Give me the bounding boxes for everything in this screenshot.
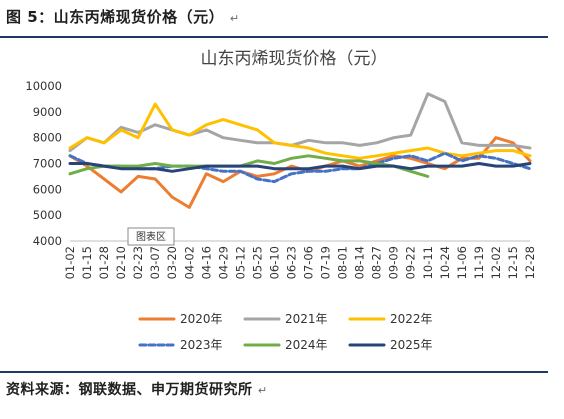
x-tick-label: 05-25 [250, 246, 264, 279]
y-tick-label: 8000 [33, 131, 62, 145]
x-tick-label: 02-23 [131, 246, 145, 279]
legend-label-3: 2022年 [390, 312, 433, 326]
legend-label-6: 2025年 [390, 338, 433, 352]
chart-series-layer [68, 92, 532, 209]
x-tick-label: 03-07 [148, 246, 162, 279]
x-tick-label: 01-15 [80, 246, 94, 279]
y-tick-label: 6000 [33, 182, 62, 196]
y-tick-label: 9000 [33, 105, 62, 119]
x-tick-label: 10-24 [438, 246, 452, 279]
legend-label-5: 2024年 [285, 338, 328, 352]
x-tick-label: 08-27 [370, 246, 384, 279]
x-tick-label: 03-20 [165, 246, 179, 279]
source-text: 资料来源：钢联数据、申万期货研究所 [6, 382, 253, 398]
series-line-5 [68, 154, 430, 178]
x-tick-label: 09-22 [404, 246, 418, 279]
chart-area-label-text: 图表区 [136, 230, 166, 243]
legend-label-1: 2020年 [180, 312, 223, 326]
y-tick-label: 4000 [33, 234, 62, 248]
x-tick-label: 10-11 [421, 246, 435, 279]
y-tick-label: 10000 [25, 79, 62, 93]
x-tick-label: 05-12 [233, 246, 247, 279]
legend-label-2: 2021年 [285, 312, 328, 326]
x-tick-label: 04-29 [216, 246, 230, 279]
x-tick-label: 08-01 [336, 246, 350, 279]
x-tick-label: 12-28 [523, 246, 537, 279]
x-tick-label: 12-02 [489, 246, 503, 279]
x-tick-label: 06-10 [267, 246, 281, 279]
x-tick-label: 12-15 [506, 246, 520, 279]
legend-label-4: 2023年 [180, 338, 223, 352]
x-tick-label: 06-23 [284, 246, 298, 279]
chart-area-label: 图表区 [127, 227, 175, 246]
x-tick-label: 01-28 [97, 246, 111, 279]
caption-rule [0, 36, 548, 38]
chart-title: 山东丙烯现货价格（元） [201, 49, 388, 69]
x-tick-label: 02-10 [114, 246, 128, 279]
y-tick-label: 5000 [33, 208, 62, 222]
x-tick-label: 09-09 [387, 246, 401, 279]
x-tick-label: 11-19 [472, 246, 486, 279]
x-tick-label: 07-06 [302, 246, 316, 279]
chart-legend: 2020年 2021年 2022年 2023年 2024年 2025年 [138, 312, 433, 352]
series-line-2 [68, 92, 532, 153]
source-rule [0, 371, 548, 373]
chart-canvas: 山东丙烯现货价格（元） 4000 5000 6000 7000 8000 9000 1000… [25, 49, 537, 352]
x-tick-label: 04-02 [182, 246, 196, 279]
x-tick-label: 01-02 [63, 246, 77, 279]
source-return-mark-icon: ↵ [257, 384, 268, 397]
source-note: 资料来源：钢联数据、申万期货研究所 ↵ [6, 379, 268, 399]
x-tick-label: 04-16 [199, 246, 213, 279]
x-tick-label: 07-19 [319, 246, 333, 279]
chart-area-label-box [127, 227, 175, 246]
figure-caption-text: 图 5：山东丙烯现货价格（元） [6, 8, 225, 26]
return-mark-icon: ↵ [229, 12, 240, 25]
y-tick-label: 7000 [33, 157, 62, 171]
figure-caption: 图 5：山东丙烯现货价格（元） ↵ [6, 6, 240, 27]
series-line-6 [68, 162, 532, 173]
series-line-3 [68, 102, 532, 160]
x-tick-label: 11-06 [455, 246, 469, 279]
x-tick-label: 08-14 [353, 246, 367, 279]
